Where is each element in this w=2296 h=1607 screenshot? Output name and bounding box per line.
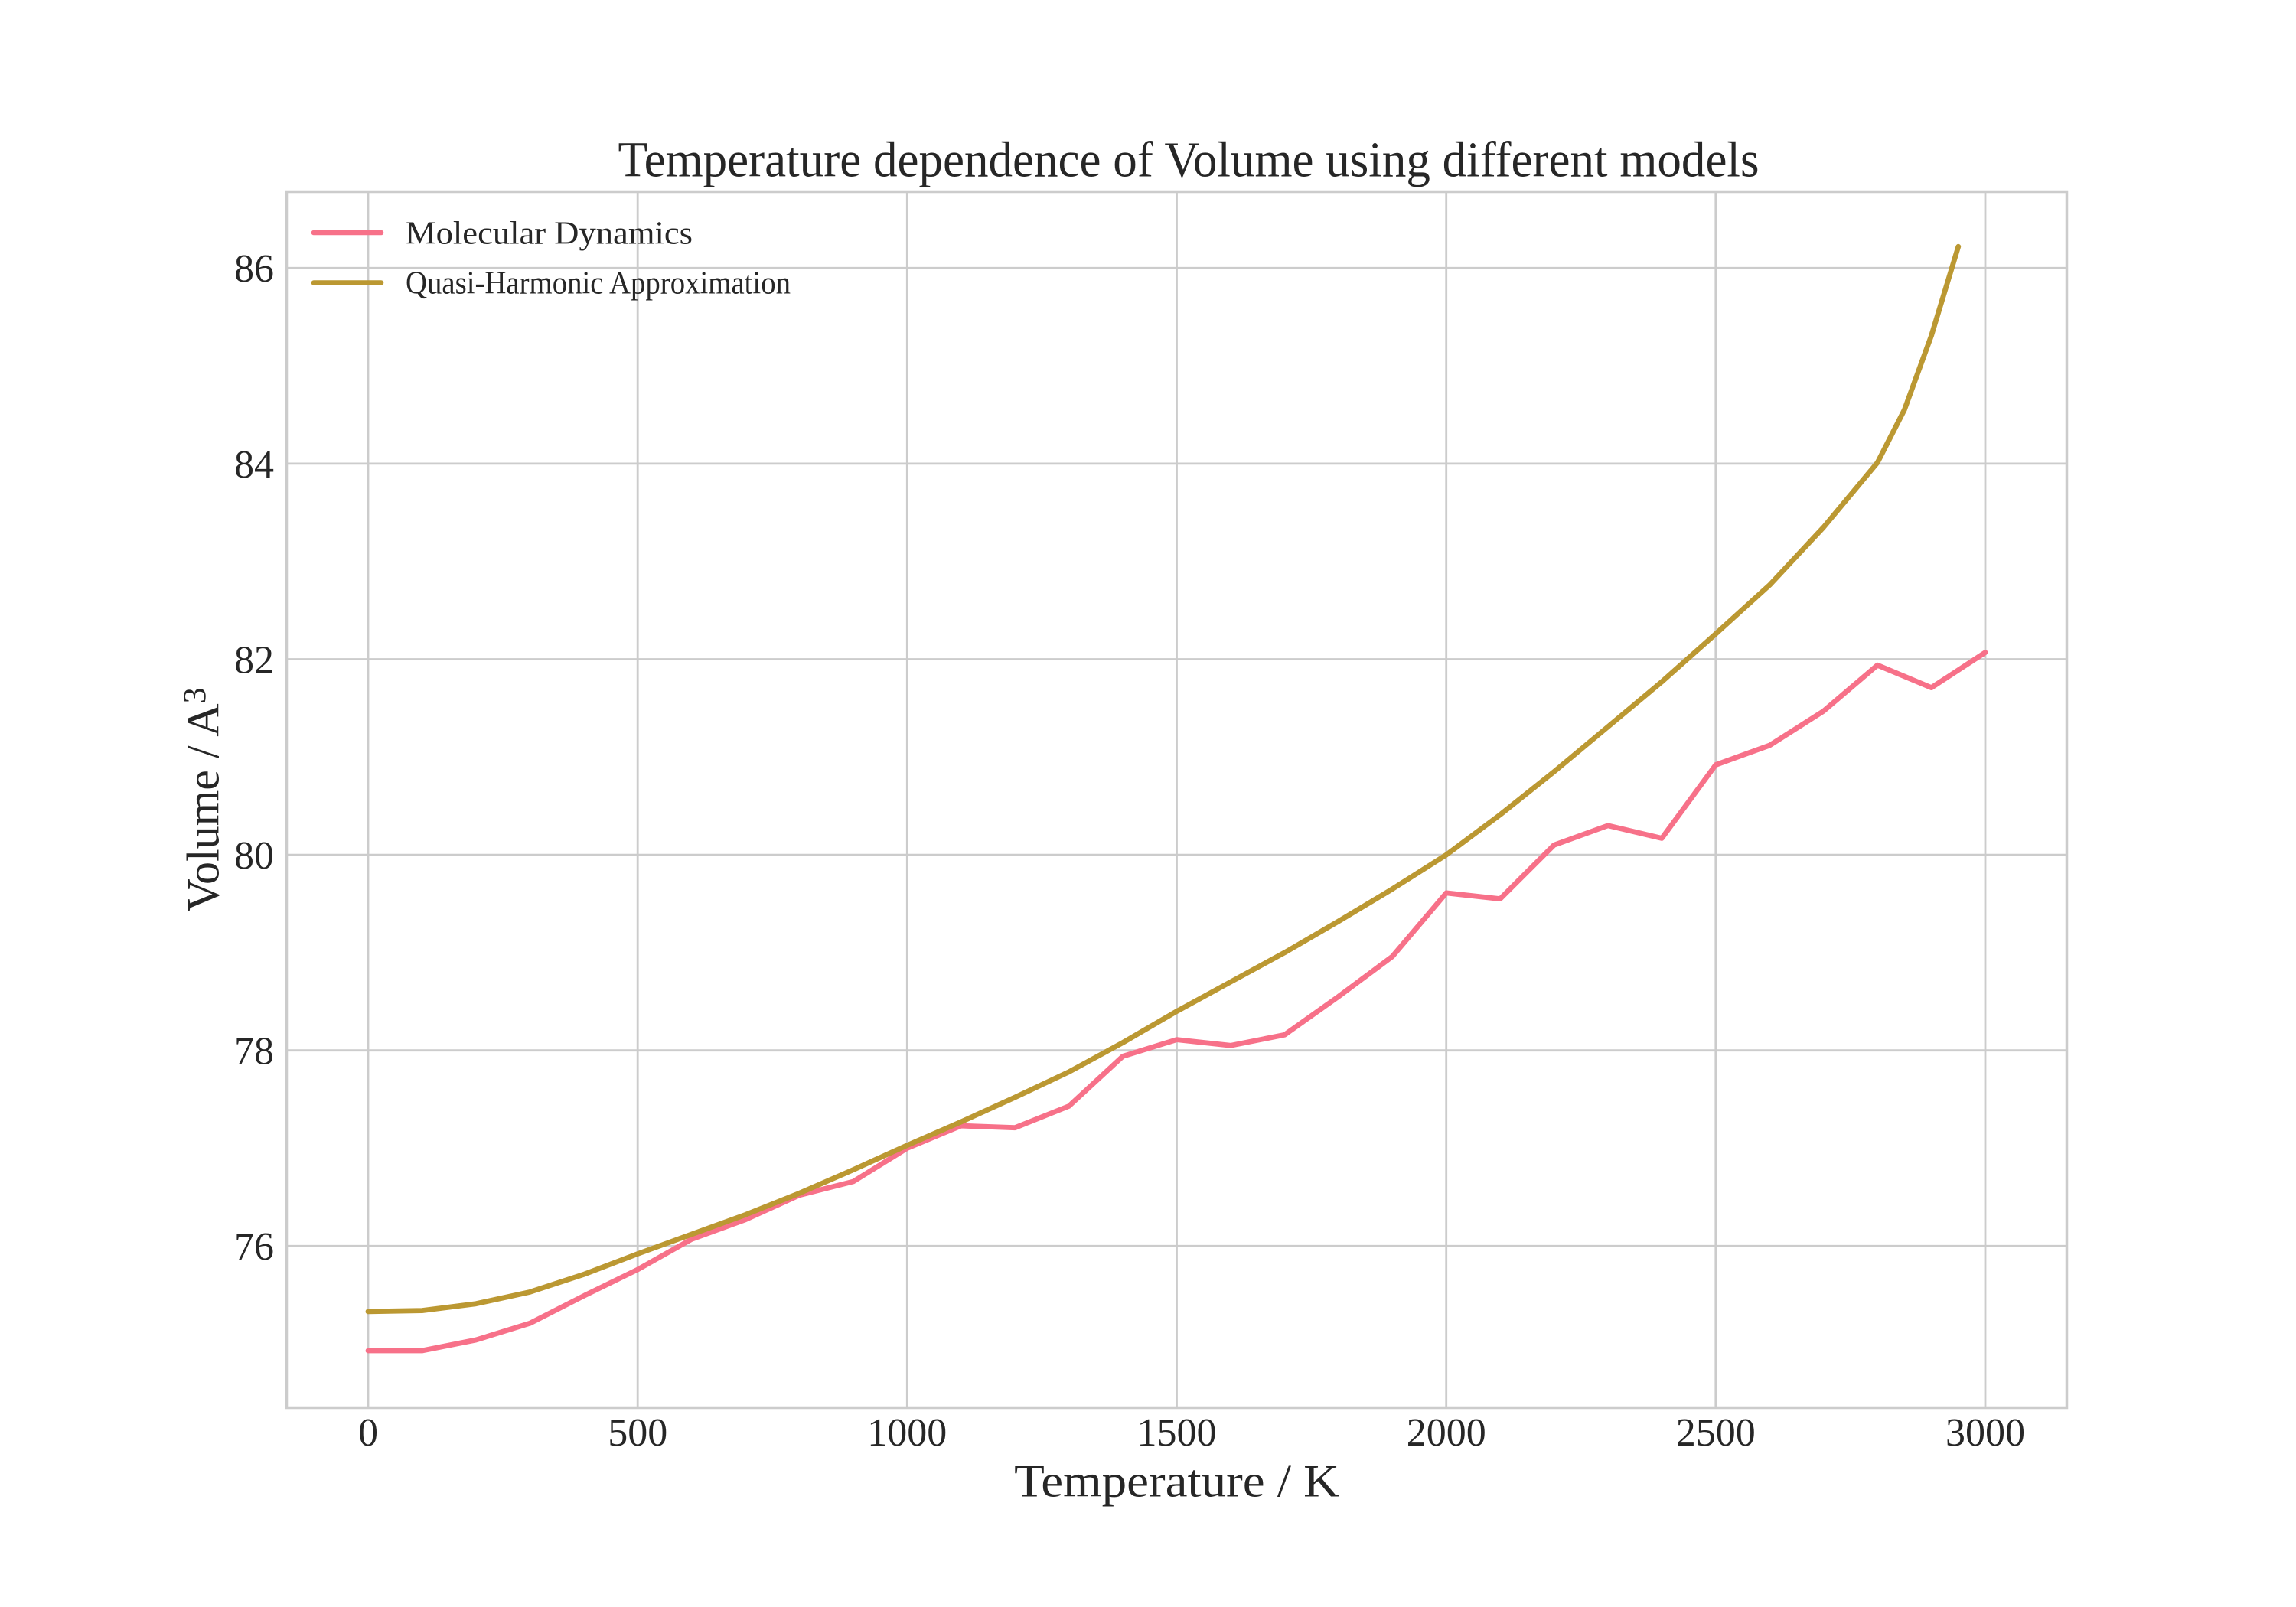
svg-text:Quasi-Harmonic Approximation: Quasi-Harmonic Approximation — [406, 266, 791, 302]
svg-text:78: 78 — [234, 1030, 274, 1074]
svg-text:Molecular Dynamics: Molecular Dynamics — [406, 216, 693, 251]
svg-text:84: 84 — [234, 443, 274, 487]
svg-text:76: 76 — [234, 1225, 274, 1269]
svg-text:2000: 2000 — [1407, 1411, 1486, 1455]
svg-text:500: 500 — [608, 1411, 667, 1455]
svg-text:Volume / A3: Volume / A3 — [178, 687, 229, 911]
svg-text:2500: 2500 — [1676, 1411, 1756, 1455]
svg-text:3000: 3000 — [1945, 1411, 2025, 1455]
svg-text:1000: 1000 — [867, 1411, 947, 1455]
svg-text:Temperature / K: Temperature / K — [1014, 1456, 1339, 1507]
svg-text:0: 0 — [358, 1411, 378, 1455]
svg-text:1500: 1500 — [1137, 1411, 1217, 1455]
svg-text:86: 86 — [234, 247, 274, 291]
svg-text:Temperature dependence of Volu: Temperature dependence of Volume using d… — [618, 132, 1760, 188]
svg-text:80: 80 — [234, 834, 274, 878]
svg-text:82: 82 — [234, 638, 274, 682]
